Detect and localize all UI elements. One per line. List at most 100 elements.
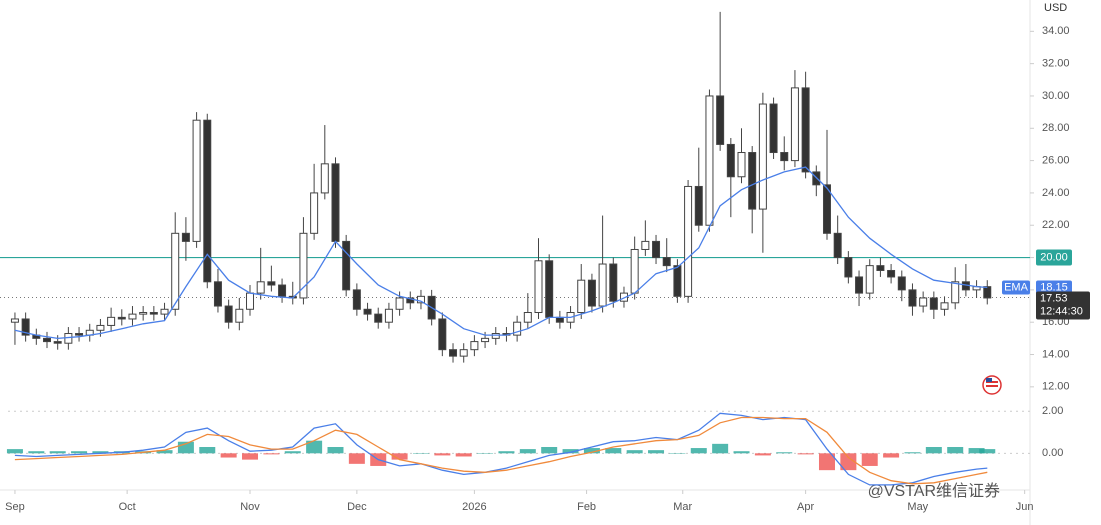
candle-body	[609, 263, 618, 302]
candle-body	[662, 257, 671, 267]
candle-body	[673, 265, 682, 297]
candle-body	[53, 341, 62, 344]
candle-body	[822, 184, 831, 234]
candle-body	[705, 95, 714, 226]
candle-body	[587, 279, 596, 307]
macd-histogram-bar	[28, 451, 45, 454]
x-tick-label: May	[907, 501, 928, 513]
y-tick-label: 12.00	[1042, 381, 1070, 393]
candle-body	[951, 281, 960, 304]
candle-body	[171, 232, 180, 310]
x-tick-label: Jun	[1016, 501, 1034, 513]
ema-value: 18.15	[1040, 281, 1068, 293]
candle-body	[790, 87, 799, 162]
macd-histogram-bar	[979, 449, 996, 454]
y-tick-label: 14.00	[1042, 348, 1070, 360]
macd-histogram-bar	[861, 453, 878, 466]
candle-body	[619, 292, 628, 302]
candle-body	[331, 163, 340, 242]
candle-body	[534, 260, 543, 314]
candle-body	[652, 240, 661, 259]
candle-body	[801, 87, 810, 173]
candle-body	[513, 321, 522, 336]
candle-body	[908, 289, 917, 307]
countdown-label: 12:44:30	[1040, 305, 1083, 317]
macd-histogram-bar	[583, 448, 600, 454]
candle-body	[395, 297, 404, 310]
macd-histogram-bar	[968, 448, 985, 454]
macd-histogram-bar	[220, 453, 237, 458]
candle-body	[310, 192, 319, 234]
macd-histogram-bar	[327, 447, 344, 454]
x-tick-label: Nov	[240, 501, 260, 513]
x-tick-label: Apr	[797, 501, 814, 513]
last-price-label: 17.53	[1040, 292, 1068, 304]
candle-body	[844, 257, 853, 278]
candle-body	[491, 333, 500, 339]
macd-histogram-bar	[49, 451, 66, 454]
candle-body	[363, 308, 372, 315]
macd-histogram-bar	[797, 453, 814, 455]
last-price-tag	[1036, 291, 1090, 320]
x-tick-label: Dec	[347, 501, 367, 513]
y-tick-label: 26.00	[1042, 155, 1070, 167]
candle-body	[876, 265, 885, 271]
y-tick-label: 24.00	[1042, 187, 1070, 199]
candle-body	[940, 302, 949, 310]
macd-histogram-bar	[776, 452, 793, 454]
x-tick-label: Mar	[673, 501, 692, 513]
candle-body	[75, 333, 84, 336]
candle-body	[641, 240, 650, 250]
macd-histogram-bar	[690, 448, 707, 454]
candle-body	[117, 316, 126, 320]
macd-histogram-bar	[348, 453, 365, 464]
candle-body	[716, 95, 725, 145]
candle-body	[10, 318, 19, 323]
candle-body	[320, 163, 329, 194]
x-tick-label: Sep	[5, 501, 25, 513]
ema-name: EMA	[1004, 281, 1029, 293]
ema-value-tag	[1036, 280, 1072, 295]
macd-histogram-bar	[177, 441, 194, 454]
candle-body	[887, 269, 896, 278]
candle-body	[42, 337, 51, 343]
macd-histogram-bar	[947, 447, 964, 454]
macd-histogram-bar	[605, 448, 622, 454]
y-tick-label: 22.00	[1042, 219, 1070, 231]
candle-body	[929, 297, 938, 310]
macd-histogram-bar	[626, 450, 643, 454]
ema-line	[14, 166, 988, 340]
macd-histogram-bar	[733, 451, 750, 454]
candle-body	[96, 324, 105, 331]
candle-body	[278, 284, 287, 297]
candle-body	[149, 312, 158, 315]
candle-body	[630, 248, 639, 294]
hline-label: 20.00	[1040, 251, 1068, 263]
candle-body	[865, 265, 874, 294]
candle-body	[406, 297, 415, 304]
macd-histogram-bar	[306, 440, 323, 454]
macd-histogram-bar	[754, 453, 771, 456]
x-tick-label: Oct	[119, 501, 136, 513]
macd-histogram-bar	[925, 447, 942, 454]
candle-body	[224, 305, 233, 323]
macd-y-tick-label: 2.00	[1042, 405, 1063, 417]
candle-body	[758, 103, 767, 210]
candle-body	[780, 152, 789, 162]
candle-body	[748, 152, 757, 210]
candle-body	[235, 308, 244, 323]
macd-histogram-bar	[498, 451, 515, 454]
x-tick-label: Feb	[577, 501, 596, 513]
candle-body	[737, 152, 746, 178]
candle-body	[459, 349, 468, 357]
macd-histogram-bar	[284, 451, 301, 454]
candle-body	[203, 119, 212, 283]
candle-body	[374, 313, 383, 323]
candle-body	[21, 318, 30, 336]
candle-body	[213, 281, 222, 307]
candle-body	[246, 292, 255, 310]
candle-body	[107, 316, 116, 326]
candle-body	[598, 263, 607, 307]
watermark: @VSTAR维信证券	[868, 482, 1000, 500]
macd-line	[14, 416, 988, 485]
